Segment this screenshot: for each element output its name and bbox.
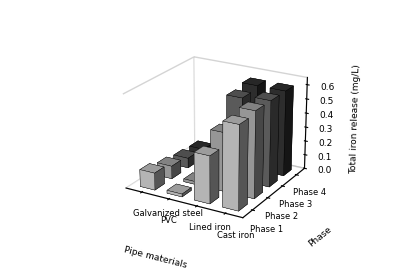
X-axis label: Pipe materials: Pipe materials <box>123 245 188 268</box>
Y-axis label: Phase: Phase <box>306 225 333 249</box>
